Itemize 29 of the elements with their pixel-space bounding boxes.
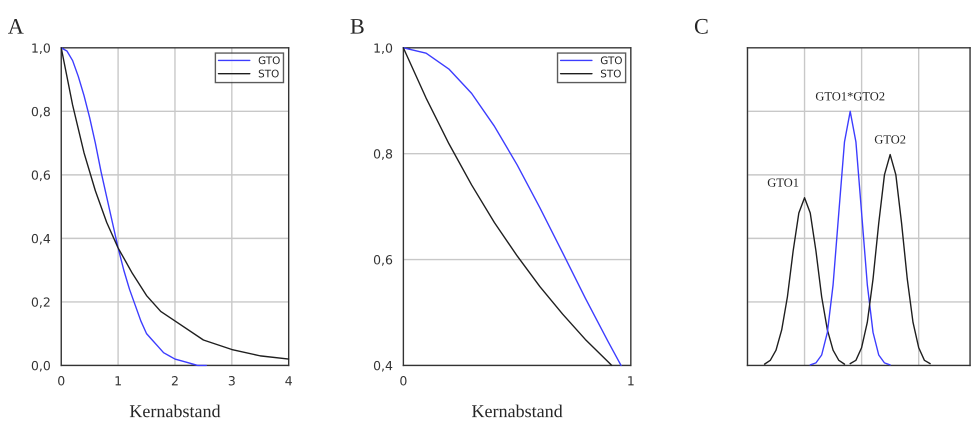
x-axis-title: Kernabstand — [472, 404, 563, 418]
y-tick-label: 0,4 — [32, 234, 50, 245]
y-tick-label: 0,4 — [374, 360, 392, 372]
y-tick-label: 0,2 — [32, 297, 50, 308]
y-tick-label: 1,0 — [32, 43, 50, 54]
chart-title: B — [350, 19, 364, 34]
x-tick-label: 0 — [400, 376, 407, 386]
y-tick-label: 1,0 — [374, 43, 392, 54]
y-tick-label: 0,8 — [374, 149, 392, 160]
x-axis-title: Kernabstand — [130, 404, 220, 418]
text: GTO1*GTO2 — [816, 92, 884, 100]
x-tick-label: 1 — [115, 376, 121, 386]
legend-label: GTO — [600, 56, 622, 64]
x-tick-label: 4 — [285, 376, 292, 386]
legend-label: GTO — [258, 56, 280, 64]
legend-label: STO — [258, 70, 279, 78]
annotation: GTO1 — [768, 178, 798, 187]
x-tick-label: 0 — [58, 376, 64, 386]
chart-title: C — [694, 18, 708, 34]
chart-title: A — [8, 18, 24, 34]
y-tick-label: 0,6 — [374, 255, 392, 266]
x-tick-label: 1 — [628, 376, 634, 386]
y-tick-label: 0,6 — [32, 170, 50, 182]
y-tick-label: 0,8 — [32, 106, 50, 118]
legend-label: STO — [600, 70, 621, 78]
annotation: GTO2 — [874, 135, 906, 144]
x-tick-label: 3 — [228, 376, 235, 386]
x-tick-label: 2 — [172, 376, 178, 386]
y-tick-label: 0,0 — [32, 360, 50, 372]
